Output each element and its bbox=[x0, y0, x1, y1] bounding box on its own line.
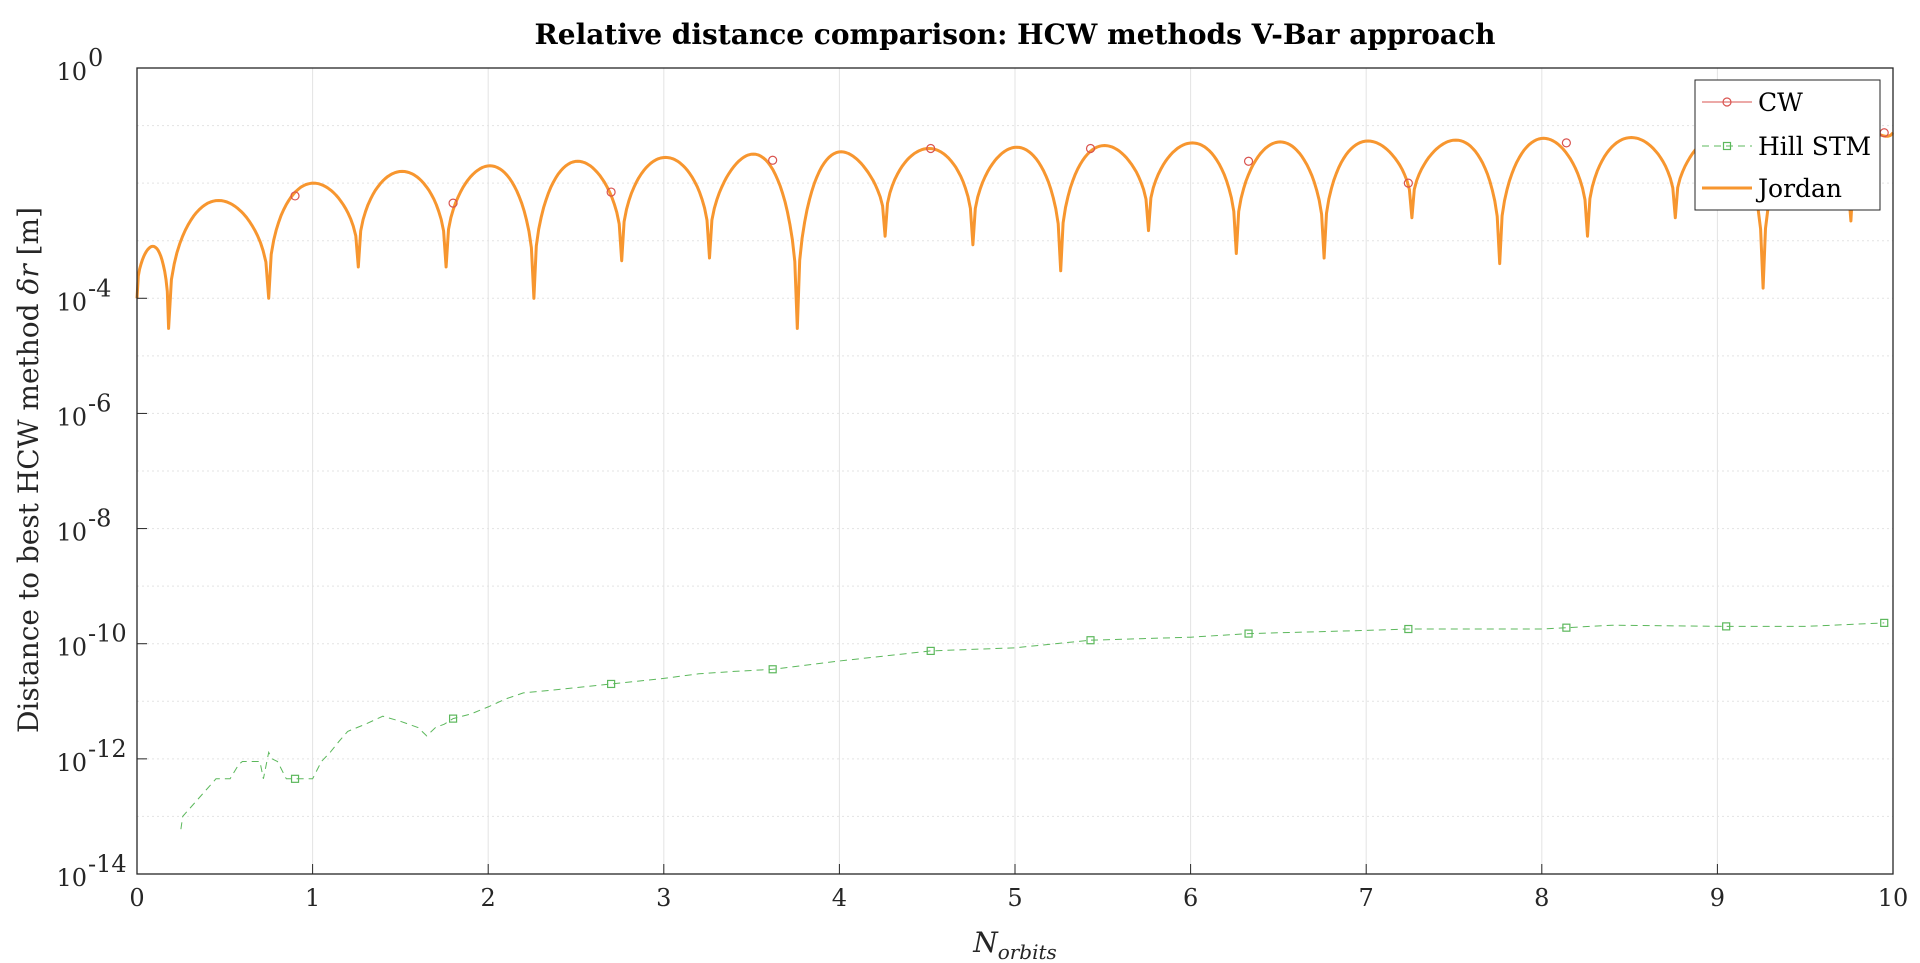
y-tick-label-exponent: -6 bbox=[88, 389, 111, 417]
y-tick-label: 10 bbox=[56, 749, 87, 777]
series-hill-stm-point bbox=[768, 665, 777, 674]
series-hill-stm-point bbox=[1562, 623, 1571, 632]
chart-title: Relative distance comparison: HCW method… bbox=[535, 18, 1496, 51]
series-hill-stm-point bbox=[1086, 636, 1095, 645]
x-tick-label: 9 bbox=[1710, 884, 1725, 912]
series-hill-stm-line bbox=[180, 622, 1885, 830]
y-tick-label: 10 bbox=[56, 634, 87, 662]
y-tick-label-exponent: 0 bbox=[88, 44, 103, 72]
series-hill-stm-point bbox=[1722, 622, 1731, 631]
legend-marker-cw bbox=[1722, 97, 1732, 107]
series-cw-point bbox=[290, 191, 300, 201]
series-cw-point bbox=[1561, 138, 1571, 148]
x-axis-label-sub: orbits bbox=[998, 940, 1057, 963]
y-tick-label-exponent: -8 bbox=[88, 505, 111, 533]
legend-marker-hill-stm bbox=[1722, 141, 1732, 151]
series-hill-stm-point bbox=[607, 679, 616, 689]
y-tick-label: 10 bbox=[56, 864, 87, 892]
x-tick-label: 6 bbox=[1183, 884, 1198, 912]
legend-label-cw: CW bbox=[1758, 88, 1803, 117]
x-tick-label: 8 bbox=[1534, 884, 1549, 912]
y-tick-label: 10 bbox=[56, 288, 87, 316]
legend: CW Hill STM Jordan bbox=[1694, 79, 1881, 211]
x-tick-label: 5 bbox=[1007, 884, 1022, 912]
y-axis-label: Distance to best HCW method δr [m] bbox=[12, 207, 45, 733]
x-tick-label: 0 bbox=[129, 884, 144, 912]
y-tick-label-exponent: -10 bbox=[88, 620, 127, 648]
x-axis-label-base: N bbox=[972, 926, 999, 959]
series-cw-point bbox=[1403, 178, 1413, 188]
legend-label-jordan: Jordan bbox=[1755, 174, 1842, 203]
x-tick-label: 1 bbox=[305, 884, 320, 912]
series-hill-stm-point bbox=[1404, 624, 1413, 634]
x-tick-label: 4 bbox=[832, 884, 847, 912]
y-tick-label-exponent: -14 bbox=[88, 850, 127, 878]
x-tick-label: 7 bbox=[1359, 884, 1374, 912]
y-tick-label-exponent: -12 bbox=[88, 735, 127, 763]
legend-label-hill-stm: Hill STM bbox=[1758, 132, 1871, 161]
y-tick-label: 10 bbox=[56, 519, 87, 547]
y-axis-label-suffix: [m] bbox=[12, 207, 45, 264]
series-hill-stm-point bbox=[1880, 618, 1889, 627]
y-axis-label-prefix: Distance to best HCW method bbox=[12, 295, 45, 734]
y-tick-label-exponent: -4 bbox=[88, 274, 111, 302]
x-axis-label: Norbits bbox=[972, 926, 1057, 963]
y-tick-label: 10 bbox=[56, 403, 87, 431]
series-cw-point bbox=[768, 155, 778, 165]
x-tick-label: 3 bbox=[656, 884, 671, 912]
series-hill-stm-point bbox=[290, 774, 300, 783]
series-cw-point bbox=[1085, 143, 1096, 154]
series-cw-point bbox=[926, 143, 936, 154]
series-hill-stm-point bbox=[448, 714, 458, 723]
y-axis-label-var: δr bbox=[12, 263, 45, 295]
x-tick-label: 10 bbox=[1878, 884, 1909, 912]
series-hill-stm-point bbox=[926, 646, 935, 656]
series-jordan-line bbox=[135, 131, 1895, 330]
x-tick-label: 2 bbox=[481, 884, 496, 912]
series-layer bbox=[135, 128, 1895, 830]
series-cw-point bbox=[606, 187, 616, 197]
series-cw-point bbox=[448, 198, 458, 208]
series-hill-stm-point bbox=[1244, 629, 1253, 638]
series-cw-point bbox=[1243, 156, 1254, 166]
y-tick-label: 10 bbox=[56, 58, 87, 86]
